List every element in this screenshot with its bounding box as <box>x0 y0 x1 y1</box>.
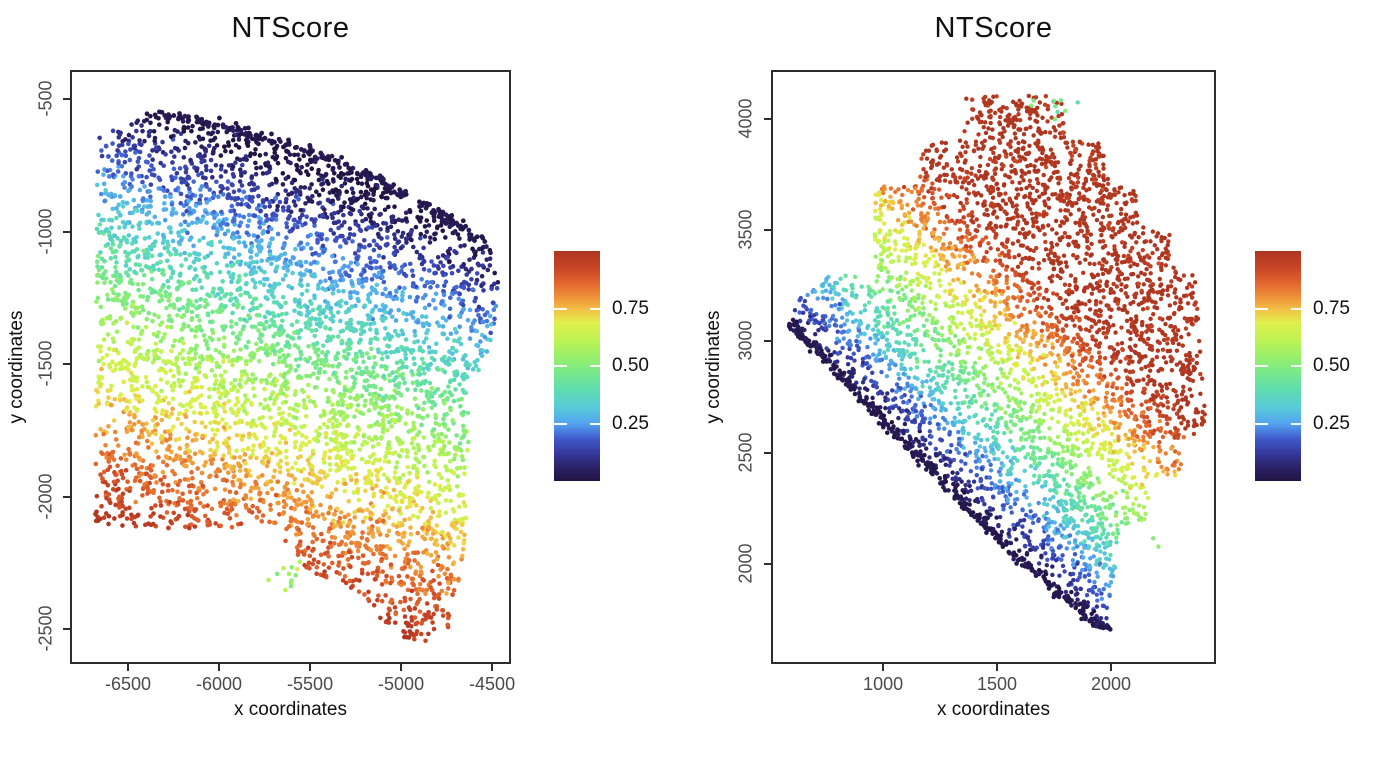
y-axis-tick-mark <box>764 229 771 232</box>
y-axis-tick-label: -1000 <box>35 208 56 255</box>
x-axis-tick-label: -4500 <box>469 674 516 694</box>
x-axis-tick-mark <box>127 664 130 671</box>
y-axis-tick-mark <box>63 628 70 631</box>
panel-left-plot-area <box>70 70 511 664</box>
panel-left-x-axis-title: x coordinates <box>233 699 347 720</box>
x-axis-tick-mark <box>309 664 312 671</box>
panel-right-colorbar <box>1255 251 1301 481</box>
y-axis-tick-label: 2500 <box>735 432 756 473</box>
y-axis-tick-mark <box>63 363 70 366</box>
x-axis-tick-label: 2000 <box>1090 674 1132 694</box>
panel-right-title: NTScore <box>934 12 1053 44</box>
panel-right-scatter-canvas <box>773 72 1214 662</box>
colorbar-tick-label: 0.50 <box>612 355 649 376</box>
x-axis-tick-label: -5000 <box>378 674 425 694</box>
colorbar-tick-label: 0.50 <box>1313 355 1350 376</box>
y-axis-tick-mark <box>764 562 771 565</box>
x-axis-tick-mark <box>491 664 494 671</box>
panel-right-plot-area <box>771 70 1216 664</box>
y-axis-tick-label: -1500 <box>35 340 56 387</box>
x-axis-tick-mark <box>218 664 221 671</box>
x-axis-tick-label: -5500 <box>287 674 334 694</box>
y-axis-tick-label: 2000 <box>735 543 756 584</box>
panel-left-y-axis-title: y coordinates <box>6 310 27 424</box>
panel-right-y-axis-title: y coordinates <box>703 310 724 424</box>
y-axis-tick-label: -2500 <box>35 605 56 652</box>
y-axis-tick-label: -2000 <box>35 473 56 520</box>
panel-left-colorbar <box>554 251 600 481</box>
y-axis-tick-mark <box>764 117 771 120</box>
x-axis-tick-label: 1500 <box>977 674 1018 694</box>
panel-right-x-axis-title: x coordinates <box>936 699 1050 720</box>
x-axis-tick-mark <box>882 664 885 671</box>
y-axis-tick-label: 4000 <box>735 98 756 139</box>
y-axis-tick-mark <box>63 495 70 498</box>
colorbar-tick-label: 0.75 <box>612 297 649 319</box>
y-axis-tick-mark <box>764 340 771 343</box>
x-axis-tick-label: -6000 <box>196 674 243 694</box>
y-axis-tick-mark <box>63 230 70 233</box>
colorbar-tick-label: 0.75 <box>1313 297 1350 319</box>
x-axis-tick-mark <box>996 664 999 671</box>
x-axis-tick-mark <box>400 664 403 671</box>
colorbar-tick-label: 0.25 <box>1313 412 1350 434</box>
panel-left-scatter-canvas <box>72 72 509 662</box>
y-axis-tick-mark <box>764 451 771 454</box>
x-axis-tick-label: 1000 <box>863 674 904 694</box>
y-axis-tick-label: 3500 <box>735 209 756 250</box>
x-axis-tick-label: -6500 <box>105 674 152 694</box>
colorbar-tick-label: 0.25 <box>612 412 649 434</box>
y-axis-tick-label: -500 <box>35 80 56 117</box>
panel-left-title: NTScore <box>231 12 350 44</box>
x-axis-tick-mark <box>1109 664 1112 671</box>
y-axis-tick-mark <box>63 98 70 101</box>
y-axis-tick-label: 3000 <box>735 320 756 361</box>
